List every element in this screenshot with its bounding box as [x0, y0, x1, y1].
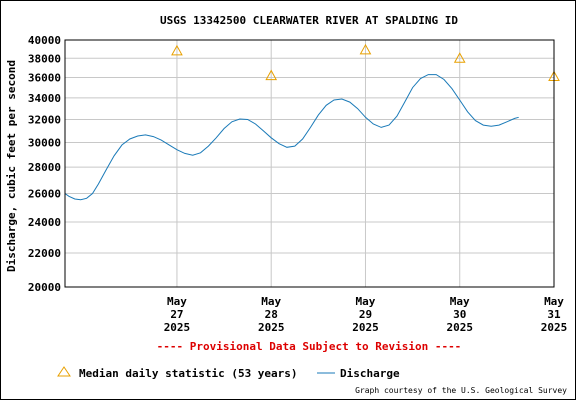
x-tick-label: 2025	[541, 321, 568, 334]
credit-text: Graph courtesy of the U.S. Geological Su…	[355, 386, 567, 395]
y-tick-label: 34000	[28, 92, 61, 105]
x-tick-label: 2025	[352, 321, 379, 334]
x-tick-label: 2025	[258, 321, 285, 334]
plot-border	[64, 39, 555, 288]
x-tick-label: May	[261, 295, 281, 308]
y-tick-label: 36000	[28, 72, 61, 85]
x-tick-label: 30	[453, 308, 466, 321]
y-axis-label: Discharge, cubic feet per second	[5, 60, 18, 272]
y-tick-label: 22000	[28, 247, 61, 260]
median-marker	[265, 69, 278, 81]
y-tick-label: 28000	[28, 161, 61, 174]
x-tick-label: 2025	[446, 321, 473, 334]
x-tick-label: 2025	[164, 321, 191, 334]
discharge-line	[64, 74, 519, 201]
x-tick-label: May	[167, 295, 187, 308]
legend-median-label: Median daily statistic (53 years)	[79, 367, 298, 380]
x-tick-label: 27	[170, 308, 183, 321]
x-tick-label: 31	[547, 308, 561, 321]
median-marker	[453, 52, 466, 63]
x-tick-label: 29	[359, 308, 372, 321]
grid-lines	[65, 40, 554, 287]
median-marker	[359, 43, 372, 55]
provisional-notice: ---- Provisional Data Subject to Revisio…	[157, 340, 462, 353]
y-tick-label: 38000	[28, 52, 61, 65]
x-tick-labels: May272025May282025May292025May302025May3…	[164, 295, 568, 334]
x-tick-label: May	[450, 295, 470, 308]
legend-discharge-label: Discharge	[340, 367, 400, 380]
y-tick-label: 20000	[28, 281, 61, 294]
y-tick-label: 26000	[28, 188, 61, 201]
y-tick-label: 30000	[28, 137, 61, 150]
y-tick-labels: 20000 22000 24000 26000 28000 30000 32000 34000…	[28, 34, 61, 294]
median-marker	[171, 44, 183, 56]
y-tick-label: 32000	[28, 114, 61, 127]
legend: Median daily statistic (53 years) Discha…	[57, 366, 400, 380]
x-tick-label: 28	[265, 308, 278, 321]
legend-median-marker-icon	[57, 366, 71, 377]
chart-title: USGS 13342500 CLEARWATER RIVER AT SPALDI…	[160, 14, 458, 27]
x-tick-label: May	[356, 295, 376, 308]
y-tick-label: 40000	[28, 34, 61, 47]
y-tick-label: 24000	[28, 216, 61, 229]
x-tick-label: May	[544, 295, 564, 308]
